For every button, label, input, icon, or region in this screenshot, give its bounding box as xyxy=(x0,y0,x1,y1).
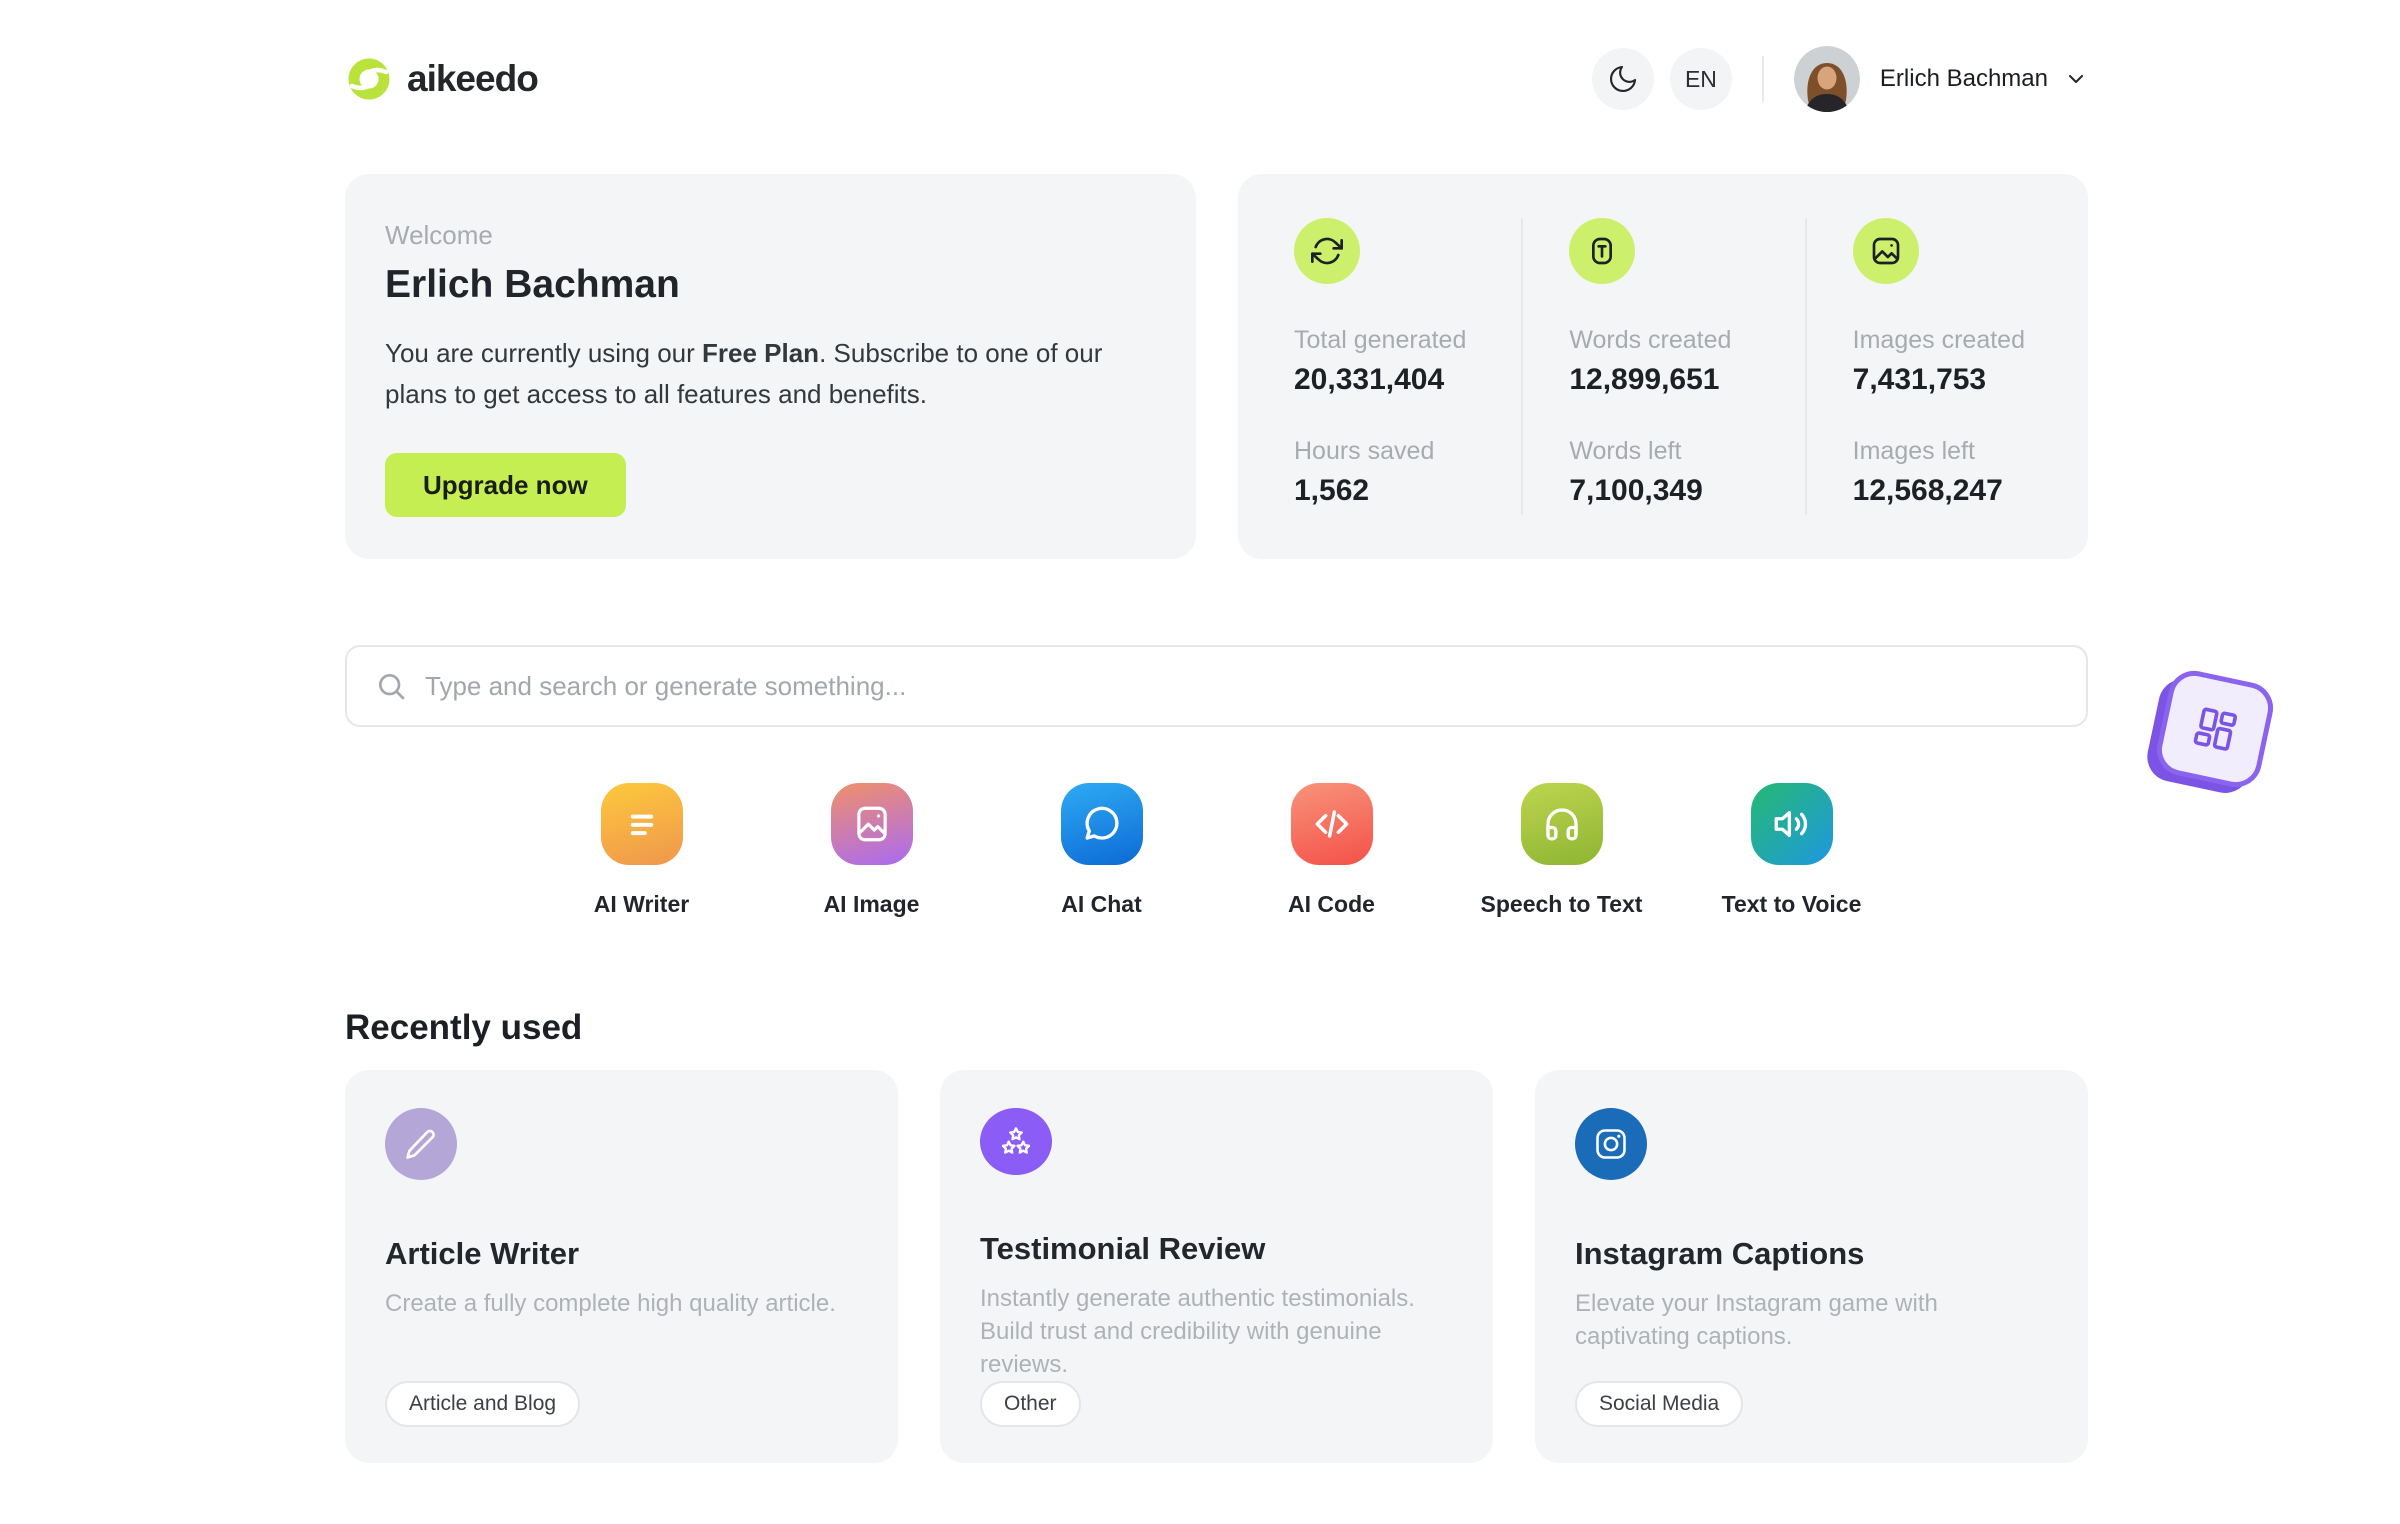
tool-label: AI Image xyxy=(823,891,920,917)
stat-label: Words left xyxy=(1569,437,1682,465)
pencil-icon xyxy=(385,1108,457,1180)
stat-images-created: Images created 7,431,753 xyxy=(1853,326,2064,397)
stat-column-words: Words created 12,899,651 Words left 7,10… xyxy=(1521,218,1804,515)
stat-words-created: Words created 12,899,651 xyxy=(1569,326,1780,397)
moon-icon xyxy=(1607,63,1639,95)
stat-value: 12,899,651 xyxy=(1569,363,1720,396)
language-switcher[interactable]: EN xyxy=(1669,48,1732,110)
search-input[interactable] xyxy=(425,670,2058,702)
stat-label: Hours saved xyxy=(1294,437,1435,465)
avatar xyxy=(1793,46,1860,112)
recent-card-title: Instagram Captions xyxy=(1575,1236,1865,1271)
recent-card-testimonial-review[interactable]: Testimonial Review Instantly generate au… xyxy=(940,1070,1493,1463)
recent-card-description: Elevate your Instagram game with captiva… xyxy=(1575,1290,1938,1350)
dashboard-grid-icon xyxy=(2181,695,2250,764)
stat-total-generated: Total generated 20,331,404 xyxy=(1294,326,1497,397)
stat-value: 20,331,404 xyxy=(1294,363,1445,396)
text-icon xyxy=(1569,218,1636,284)
upgrade-button[interactable]: Upgrade now xyxy=(385,453,626,517)
stat-value: 1,562 xyxy=(1294,474,1370,507)
stat-value: 12,568,247 xyxy=(1852,474,2003,507)
plan-message: You are currently using our Free Plan. S… xyxy=(385,333,1148,415)
stat-column-images: Images created 7,431,753 Images left 12,… xyxy=(1804,218,2088,515)
dark-mode-toggle[interactable] xyxy=(1591,48,1654,110)
brand-logo-icon xyxy=(345,55,393,103)
stat-column-generated: Total generated 20,331,404 Hours saved 1… xyxy=(1238,218,1521,515)
stat-label: Images created xyxy=(1852,326,2025,354)
language-label: EN xyxy=(1684,65,1717,92)
stat-words-left: Words left 7,100,349 xyxy=(1569,437,1780,508)
stat-label: Words created xyxy=(1569,326,1732,354)
tool-label: Text to Voice xyxy=(1721,891,1862,917)
tool-shortcuts-row: AI Writer AI Image AI Chat xyxy=(345,783,2088,918)
header: aikeedo EN xyxy=(345,44,2088,114)
usage-stats-card: Total generated 20,331,404 Hours saved 1… xyxy=(1238,174,2088,559)
category-badge: Social Media xyxy=(1575,1381,1744,1427)
tool-label: AI Code xyxy=(1288,891,1375,917)
tool-speech-to-text[interactable]: Speech to Text xyxy=(1447,783,1677,918)
brand-name: aikeedo xyxy=(407,58,539,99)
refresh-icon xyxy=(1294,218,1360,284)
recent-card-title: Article Writer xyxy=(385,1236,580,1271)
tool-ai-code[interactable]: AI Code xyxy=(1217,783,1447,918)
instagram-icon xyxy=(1575,1108,1647,1180)
stat-label: Total generated xyxy=(1294,326,1467,354)
chevron-down-icon xyxy=(2064,67,2088,91)
brand-logo[interactable]: aikeedo xyxy=(345,55,539,103)
search-bar xyxy=(345,645,2088,727)
tool-ai-chat[interactable]: AI Chat xyxy=(987,783,1217,918)
stat-images-left: Images left 12,568,247 xyxy=(1853,437,2064,508)
header-actions: EN Erlich Bachman xyxy=(1591,46,2088,112)
user-menu[interactable]: Erlich Bachman xyxy=(1793,46,2088,112)
welcome-eyebrow: Welcome xyxy=(385,220,493,250)
stat-value: 7,100,349 xyxy=(1569,474,1703,507)
user-name: Erlich Bachman xyxy=(1879,65,2048,92)
welcome-card: Welcome Erlich Bachman You are currently… xyxy=(345,174,1196,559)
category-badge: Article and Blog xyxy=(385,1381,581,1427)
tool-text-to-voice[interactable]: Text to Voice xyxy=(1677,783,1907,918)
writer-lines-icon xyxy=(600,783,683,865)
dashboard-page: aikeedo EN xyxy=(345,44,2088,1463)
recent-card-description: Create a fully complete high quality art… xyxy=(385,1290,836,1317)
tool-label: Speech to Text xyxy=(1480,891,1643,917)
top-cards-row: Welcome Erlich Bachman You are currently… xyxy=(345,174,2088,559)
recent-card-article-writer[interactable]: Article Writer Create a fully complete h… xyxy=(345,1070,898,1463)
category-badge: Other xyxy=(980,1381,1081,1427)
image-icon xyxy=(1852,218,1919,284)
header-divider xyxy=(1761,56,1764,102)
tool-ai-image[interactable]: AI Image xyxy=(757,783,987,918)
search-icon xyxy=(375,670,407,702)
plan-name: Free Plan xyxy=(702,338,820,368)
chat-bubble-icon xyxy=(1060,783,1143,865)
recent-card-description: Instantly generate authentic testimonial… xyxy=(980,1285,1415,1378)
image-icon xyxy=(830,783,913,865)
stars-icon xyxy=(980,1108,1052,1175)
stat-hours-saved: Hours saved 1,562 xyxy=(1294,437,1497,508)
recently-used-heading: Recently used xyxy=(345,1008,583,1047)
tool-label: AI Writer xyxy=(593,891,690,917)
code-icon xyxy=(1290,783,1373,865)
recent-card-instagram-captions[interactable]: Instagram Captions Elevate your Instagra… xyxy=(1535,1070,2088,1463)
recent-card-title: Testimonial Review xyxy=(980,1231,1266,1266)
stat-value: 7,431,753 xyxy=(1852,363,1987,396)
speaker-icon xyxy=(1750,783,1833,865)
plan-message-post: . Subscribe to one of our plans to get a… xyxy=(385,338,1103,409)
headphones-icon xyxy=(1520,783,1603,865)
welcome-user-name: Erlich Bachman xyxy=(385,263,680,306)
tool-label: AI Chat xyxy=(1061,891,1142,917)
stat-label: Images left xyxy=(1852,437,1975,465)
recently-used-cards: Article Writer Create a fully complete h… xyxy=(345,1070,2088,1463)
plan-message-pre: You are currently using our xyxy=(385,338,703,368)
tool-ai-writer[interactable]: AI Writer xyxy=(527,783,757,918)
apps-launcher-button[interactable] xyxy=(2152,666,2278,792)
